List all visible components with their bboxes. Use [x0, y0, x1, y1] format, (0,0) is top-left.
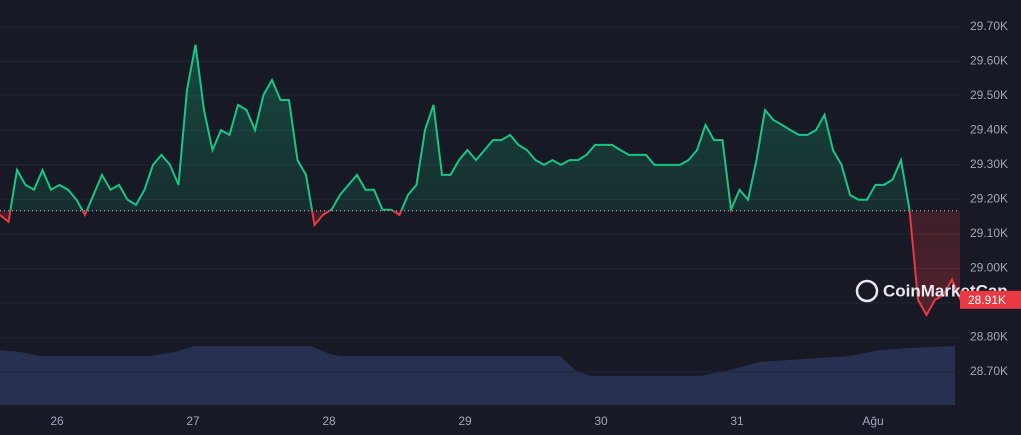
x-tick-label: 27: [186, 414, 200, 428]
x-tick-label: 28: [322, 414, 336, 428]
y-tick-label: 29.40K: [970, 123, 1008, 137]
y-tick-label: 28.80K: [970, 330, 1008, 344]
x-tick-label: Ağu: [862, 414, 883, 428]
y-tick-label: 29.50K: [970, 88, 1008, 102]
x-tick-label: 30: [594, 414, 608, 428]
axis-bg: [960, 0, 1021, 435]
x-tick-label: 26: [50, 414, 64, 428]
price-tag: [960, 290, 1021, 309]
y-tick-label: 29.60K: [970, 54, 1008, 68]
x-tick-label: 31: [730, 414, 744, 428]
y-tick-label: 29.10K: [970, 226, 1008, 240]
x-tick-label: 29: [458, 414, 472, 428]
price-line-up: [9, 44, 911, 211]
price-tag-label: 28.91K: [968, 293, 1006, 307]
area-up: [0, 44, 960, 211]
y-tick-label: 28.70K: [970, 364, 1008, 378]
volume: [0, 346, 955, 405]
y-tick-label: 29.70K: [970, 19, 1008, 33]
y-tick-label: 29.20K: [970, 192, 1008, 206]
y-tick-label: 29.00K: [970, 261, 1008, 275]
y-tick-label: 29.30K: [970, 157, 1008, 171]
